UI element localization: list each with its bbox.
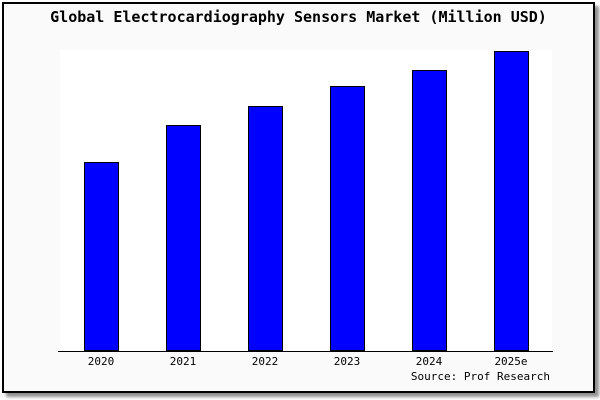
chart-title: Global Electrocardiography Sensors Marke… bbox=[50, 8, 547, 26]
x-axis-labels: 2020 2021 2022 2023 2024 2025e bbox=[60, 355, 552, 368]
x-axis-label-2023: 2023 bbox=[333, 355, 361, 368]
source-credit: Source: Prof Research bbox=[410, 370, 550, 383]
bar-2023 bbox=[329, 86, 365, 351]
x-axis-label-2021: 2021 bbox=[169, 355, 197, 368]
chart-card-inner: Global Electrocardiography Sensors Marke… bbox=[4, 4, 593, 391]
plot-area bbox=[60, 50, 552, 351]
x-axis-label-2020: 2020 bbox=[87, 355, 115, 368]
bar-2022 bbox=[247, 105, 283, 351]
bar-2025e bbox=[493, 50, 529, 351]
x-axis-line bbox=[58, 351, 553, 352]
bar-2021 bbox=[165, 124, 201, 351]
bar-2020 bbox=[83, 162, 119, 351]
x-axis-label-2022: 2022 bbox=[251, 355, 279, 368]
bar-2024 bbox=[411, 69, 447, 351]
x-axis-label-2025e: 2025e bbox=[494, 355, 528, 368]
chart-card: Global Electrocardiography Sensors Marke… bbox=[2, 2, 595, 393]
x-axis-label-2024: 2024 bbox=[415, 355, 443, 368]
